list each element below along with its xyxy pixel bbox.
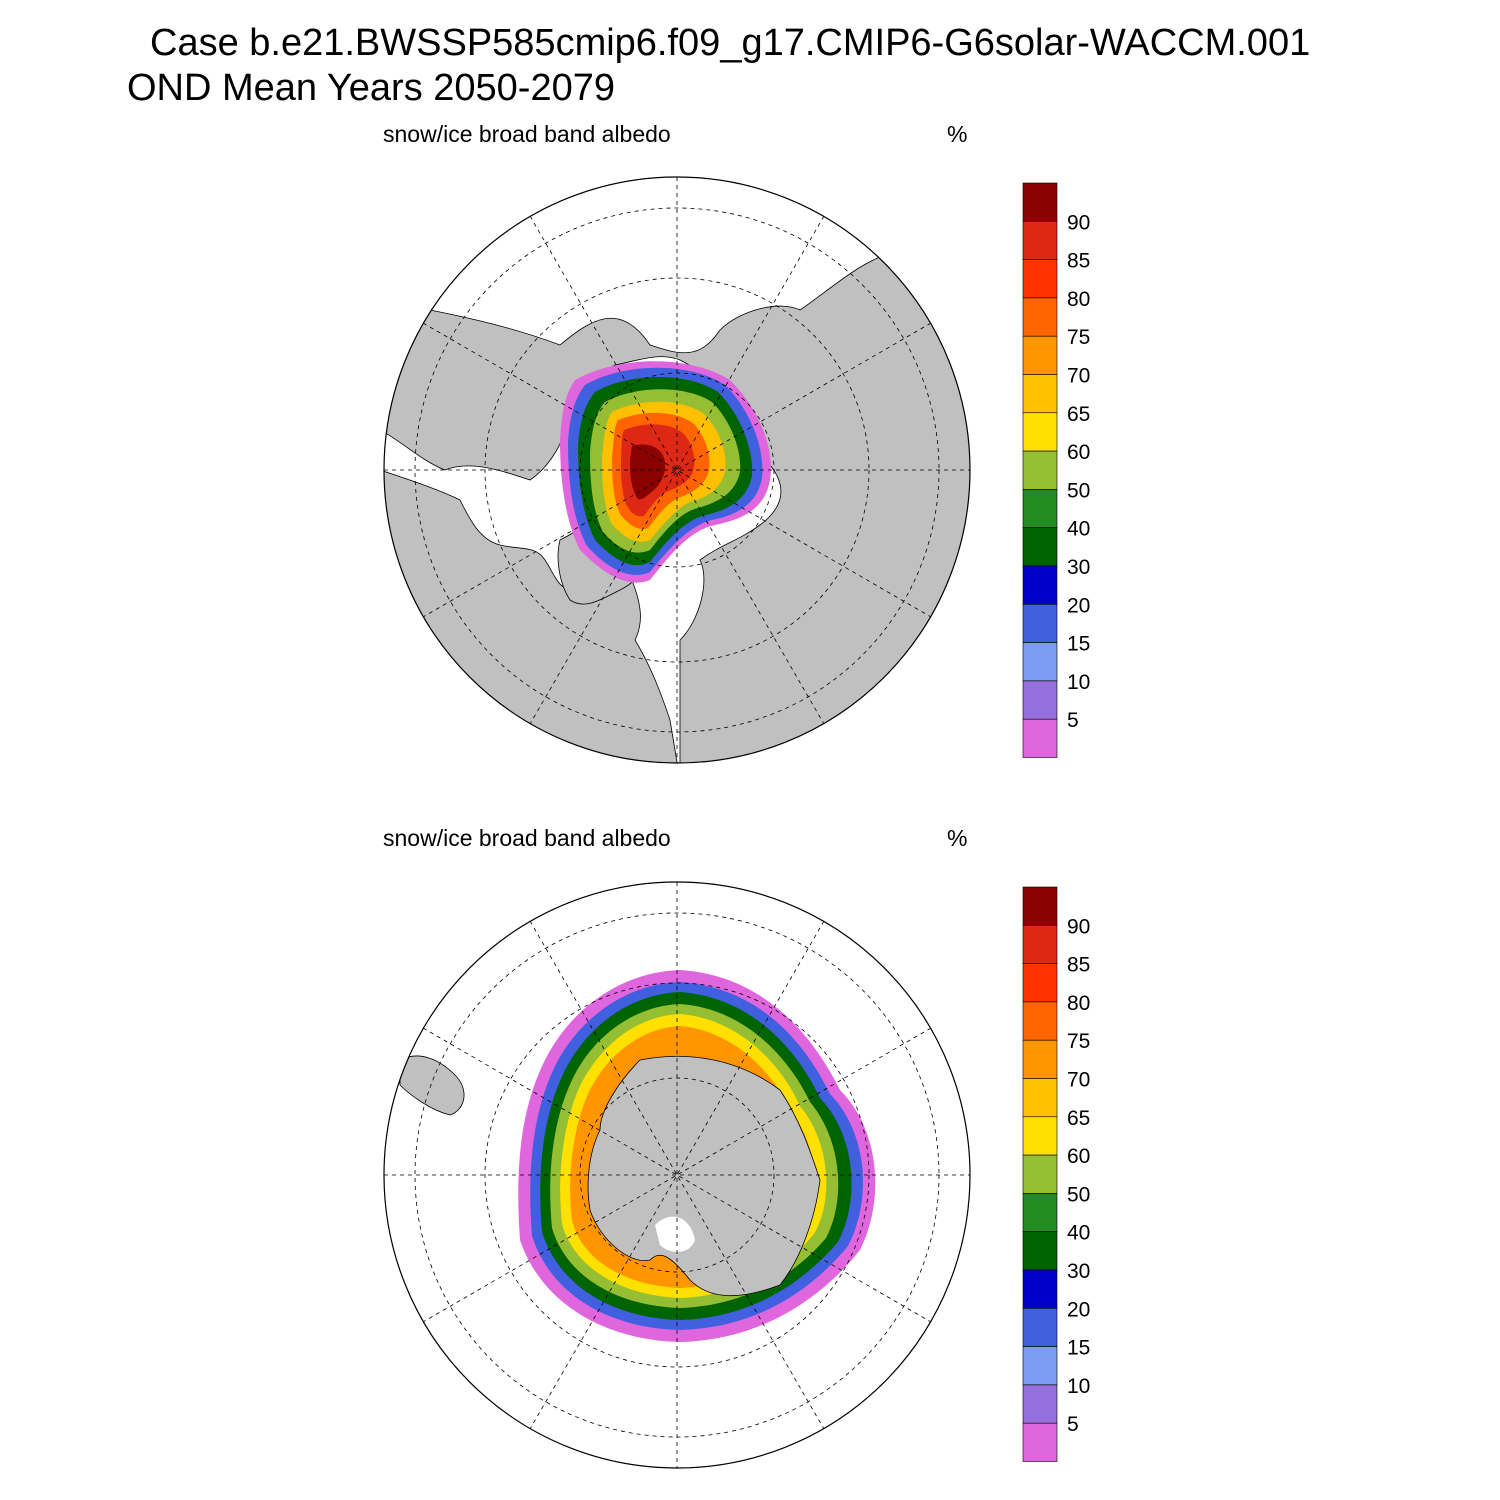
south-colorbar-swatch	[1022, 1422, 1058, 1462]
ross-ice-shelf	[655, 1216, 695, 1252]
south-colorbar-swatch	[1022, 1078, 1058, 1118]
south-colorbar-tick-label: 50	[1067, 1183, 1090, 1206]
south-america-land	[399, 1055, 465, 1116]
south-colorbar-tick-label: 30	[1067, 1260, 1090, 1283]
south-colorbar: 90 85 80 75 70 65 60 50 40 30 20 15 10 5	[1022, 886, 1090, 1462]
south-colorbar-tick-label: 5	[1067, 1413, 1079, 1436]
south-colorbar-tick-label: 40	[1067, 1222, 1090, 1245]
north-colorbar-swatch	[1022, 680, 1058, 720]
north-colorbar-tick-label: 40	[1067, 518, 1090, 541]
case-title: Case b.e21.BWSSP585cmip6.f09_g17.CMIP6-G…	[150, 22, 1311, 64]
south-colorbar-tick-label: 10	[1067, 1375, 1090, 1398]
north-colorbar-swatch	[1022, 297, 1058, 337]
south-colorbar-swatch	[1022, 1231, 1058, 1271]
north-colorbar-swatch	[1022, 642, 1058, 682]
north-colorbar-tick-label: 65	[1067, 403, 1090, 426]
north-colorbar-swatch	[1022, 603, 1058, 643]
south-colorbar-tick-label: 15	[1067, 1337, 1090, 1360]
south-colorbar-swatch	[1022, 1154, 1058, 1194]
south-colorbar-tick-label: 85	[1067, 954, 1090, 977]
north-colorbar-tick-label: 80	[1067, 288, 1090, 311]
south-colorbar-swatch	[1022, 1384, 1058, 1424]
north-colorbar-tick-label: 5	[1067, 709, 1079, 732]
north-sea-ice-field	[560, 361, 771, 583]
south-units-label: %	[947, 825, 968, 851]
north-colorbar-swatch	[1022, 335, 1058, 375]
south-colorbar-swatch	[1022, 924, 1058, 964]
south-polar-map	[383, 881, 971, 1469]
north-colorbar-tick-label: 30	[1067, 556, 1090, 579]
north-colorbar-swatch	[1022, 718, 1058, 758]
north-colorbar-tick-label: 75	[1067, 326, 1090, 349]
south-variable-label: snow/ice broad band albedo	[383, 825, 671, 851]
south-colorbar-swatch	[1022, 1269, 1058, 1309]
north-colorbar-tick-label: 50	[1067, 479, 1090, 502]
south-colorbar-swatch	[1022, 1193, 1058, 1233]
south-colorbar-swatch	[1022, 963, 1058, 1003]
south-colorbar-tick-label: 20	[1067, 1298, 1090, 1321]
north-colorbar-tick-label: 15	[1067, 633, 1090, 656]
north-colorbar-tick-label: 70	[1067, 365, 1090, 388]
north-variable-label: snow/ice broad band albedo	[383, 121, 671, 147]
south-colorbar-swatch	[1022, 1308, 1058, 1347]
north-colorbar-swatch	[1022, 527, 1058, 567]
north-colorbar-swatch	[1022, 450, 1058, 490]
south-map-border	[383, 881, 971, 1469]
south-graticule	[384, 882, 970, 1468]
north-colorbar: 90 85 80 75 70 65 60 50 40 30 20 15 10 5	[1022, 182, 1090, 758]
south-colorbar-tick-label: 70	[1067, 1069, 1090, 1092]
south-colorbar-swatch	[1022, 1039, 1058, 1079]
north-units-label: %	[947, 121, 968, 147]
north-colorbar-swatch	[1022, 182, 1058, 222]
north-colorbar-swatch	[1022, 412, 1058, 452]
south-colorbar-tick-label: 80	[1067, 992, 1090, 1015]
north-colorbar-tick-label: 90	[1067, 211, 1090, 234]
north-colorbar-tick-label: 60	[1067, 441, 1090, 464]
north-colorbar-swatch	[1022, 489, 1058, 528]
north-map-border	[383, 176, 971, 764]
north-colorbar-swatch	[1022, 221, 1058, 260]
north-colorbar-tick-label: 10	[1067, 671, 1090, 694]
north-colorbar-tick-label: 85	[1067, 250, 1090, 273]
south-colorbar-swatch	[1022, 1001, 1058, 1041]
north-colorbar-tick-label: 20	[1067, 594, 1090, 617]
period-title: OND Mean Years 2050-2079	[127, 67, 615, 109]
north-colorbar-swatch	[1022, 374, 1058, 414]
north-polar-map	[383, 176, 971, 764]
south-colorbar-tick-label: 75	[1067, 1030, 1090, 1053]
south-colorbar-tick-label: 60	[1067, 1145, 1090, 1168]
south-colorbar-swatch	[1022, 1346, 1058, 1386]
south-colorbar-tick-label: 65	[1067, 1107, 1090, 1130]
south-colorbar-tick-label: 90	[1067, 915, 1090, 938]
south-colorbar-swatch	[1022, 886, 1058, 926]
south-colorbar-swatch	[1022, 1116, 1058, 1156]
north-colorbar-swatch	[1022, 565, 1058, 605]
north-graticule	[384, 177, 970, 763]
north-colorbar-swatch	[1022, 259, 1058, 299]
antarctica-land	[587, 1055, 821, 1297]
